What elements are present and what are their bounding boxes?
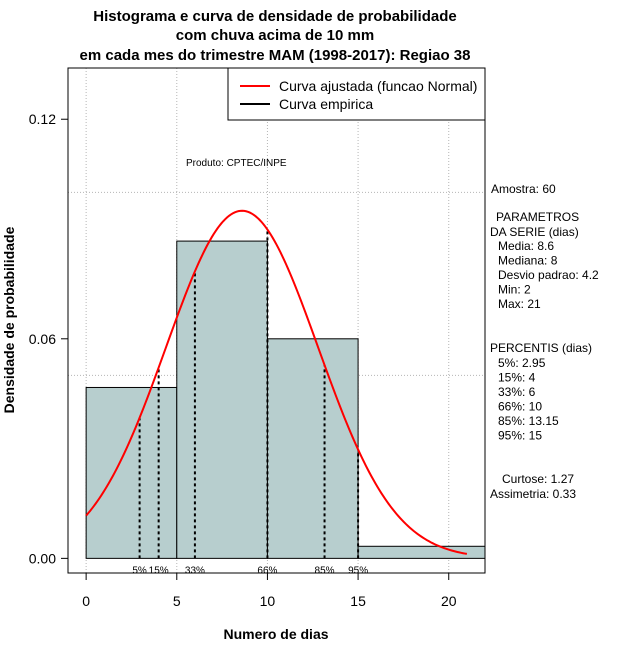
y-axis-title: Densidade de probabilidade xyxy=(1,226,17,413)
chart-title-line-2: com chuva acima de 10 mm xyxy=(176,27,374,44)
chart-title-line-3: em cada mes do trimestre MAM (1998-2017)… xyxy=(80,47,471,64)
stats-percentis-title: PERCENTIS (dias) xyxy=(490,341,592,355)
stats-panel: Amostra: 60 PARAMETROS DA SERIE (dias) M… xyxy=(490,182,599,501)
chart-title-line-1: Histograma e curva de densidade de proba… xyxy=(93,8,456,25)
histogram-bar-0 xyxy=(85,386,178,559)
percentile-label-0: 5% xyxy=(132,565,147,576)
legend-label-empirica: Curva empirica xyxy=(279,96,373,112)
percentile-label-2: 33% xyxy=(185,565,205,576)
stats-params-title-1: PARAMETROS xyxy=(496,210,579,224)
x-axis-title: Numero de dias xyxy=(223,626,328,642)
percentile-label-1: 15% xyxy=(149,565,169,576)
percentile-lines: 5% 15% 33% 66% 85% 95% xyxy=(132,229,368,576)
histogram-bar-1 xyxy=(176,240,268,559)
percentile-label-3: 66% xyxy=(257,565,277,576)
stats-percentil-2: 33%: 6 xyxy=(498,385,536,399)
stats-param-3: Min: 2 xyxy=(498,283,531,297)
stats-sample: Amostra: 60 xyxy=(491,182,556,196)
legend-box xyxy=(227,67,486,121)
y-axis: 0.00 0.06 0.12 xyxy=(29,111,69,566)
stats-param-1: Mediana: 8 xyxy=(498,254,558,268)
stats-percentil-4: 85%: 13.15 xyxy=(498,414,559,428)
histogram-bar-2 xyxy=(266,338,359,559)
x-tick-label-4: 20 xyxy=(441,593,457,609)
normal-fit-curve xyxy=(85,209,468,555)
stats-param-4: Max: 21 xyxy=(498,297,541,311)
stats-percentil-0: 5%: 2.95 xyxy=(498,356,546,370)
percentile-label-4: 85% xyxy=(315,565,335,576)
stats-params-title-2: DA SERIE (dias) xyxy=(490,225,579,239)
stats-percentil-1: 15%: 4 xyxy=(498,371,536,385)
y-tick-label-2: 0.12 xyxy=(29,111,56,127)
x-tick-label-0: 0 xyxy=(82,593,90,609)
y-tick-label-1: 0.06 xyxy=(29,331,56,347)
stats-curtose: Curtose: 1.27 xyxy=(502,472,574,486)
legend: Curva ajustada (funcao Normal) Curva emp… xyxy=(227,67,486,121)
histogram-bars xyxy=(85,240,486,559)
x-axis: 0 5 10 15 20 xyxy=(82,572,457,609)
stats-assimetria: Assimetria: 0.33 xyxy=(490,487,576,501)
stats-percentil-3: 66%: 10 xyxy=(498,400,542,414)
x-tick-label-3: 15 xyxy=(350,593,366,609)
stats-percentil-5: 95%: 15 xyxy=(498,429,542,443)
stats-param-2: Desvio padrao: 4.2 xyxy=(498,268,599,282)
percentile-label-5: 95% xyxy=(348,565,368,576)
histogram-bar-3 xyxy=(357,545,486,559)
product-label: Produto: CPTEC/INPE xyxy=(186,158,287,169)
legend-label-normal: Curva ajustada (funcao Normal) xyxy=(279,78,477,94)
stats-param-0: Media: 8.6 xyxy=(498,239,554,253)
x-tick-label-1: 5 xyxy=(173,593,181,609)
y-tick-label-0: 0.00 xyxy=(29,550,56,566)
x-tick-label-2: 10 xyxy=(260,593,276,609)
